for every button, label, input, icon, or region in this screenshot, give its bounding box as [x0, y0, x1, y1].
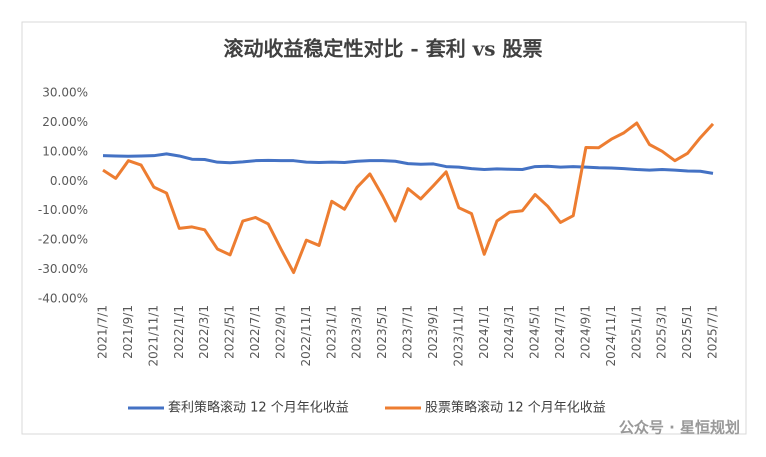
watermark: 公众号 · 星恒规划: [619, 419, 740, 437]
x-tick-label: 2022/1/1: [172, 305, 186, 359]
y-tick-label: 10.00%: [42, 144, 88, 158]
x-tick-label: 2022/7/1: [248, 305, 262, 359]
chart-border: [21, 21, 747, 435]
y-tick-label: -40.00%: [38, 292, 88, 306]
y-tick-label: 30.00%: [42, 86, 88, 100]
y-tick-label: 0.00%: [50, 174, 88, 188]
y-tick-label: -10.00%: [38, 203, 88, 217]
x-tick-label: 2025/3/1: [655, 305, 669, 359]
x-tick-label: 2024/5/1: [528, 305, 542, 359]
y-tick-label: -20.00%: [38, 233, 88, 247]
x-tick-label: 2022/5/1: [223, 305, 237, 359]
x-tick-label: 2021/7/1: [96, 305, 110, 359]
x-tick-label: 2023/5/1: [375, 305, 389, 359]
x-tick-label: 2021/11/1: [146, 305, 160, 367]
y-tick-label: -30.00%: [38, 262, 88, 276]
x-tick-label: 2022/11/1: [299, 305, 313, 367]
x-tick-label: 2022/9/1: [273, 305, 287, 359]
y-tick-label: 20.00%: [42, 115, 88, 129]
x-tick-label: 2024/3/1: [502, 305, 516, 359]
x-tick-label: 2025/1/1: [629, 305, 643, 359]
x-tick-label: 2024/9/1: [578, 305, 592, 359]
x-tick-label: 2024/11/1: [604, 305, 618, 367]
chart-title: 滚动收益稳定性对比 - 套利 vs 股票: [223, 37, 542, 61]
x-tick-label: 2022/3/1: [197, 305, 211, 359]
x-tick-label: 2025/5/1: [680, 305, 694, 359]
x-tick-label: 2024/1/1: [477, 305, 491, 359]
x-tick-label: 2023/9/1: [426, 305, 440, 359]
x-tick-label: 2024/7/1: [553, 305, 567, 359]
x-tick-label: 2023/1/1: [324, 305, 338, 359]
x-tick-label: 2025/7/1: [706, 305, 720, 359]
x-tick-label: 2023/11/1: [451, 305, 465, 367]
series-line: [102, 121, 715, 275]
series-line: [102, 152, 714, 175]
legend-label: 套利策略滚动 12 个月年化收益: [168, 400, 349, 416]
x-tick-label: 2023/7/1: [401, 305, 415, 359]
legend-label: 股票策略滚动 12 个月年化收益: [425, 400, 606, 416]
x-tick-label: 2021/9/1: [121, 305, 135, 359]
x-tick-label: 2023/3/1: [350, 305, 364, 359]
